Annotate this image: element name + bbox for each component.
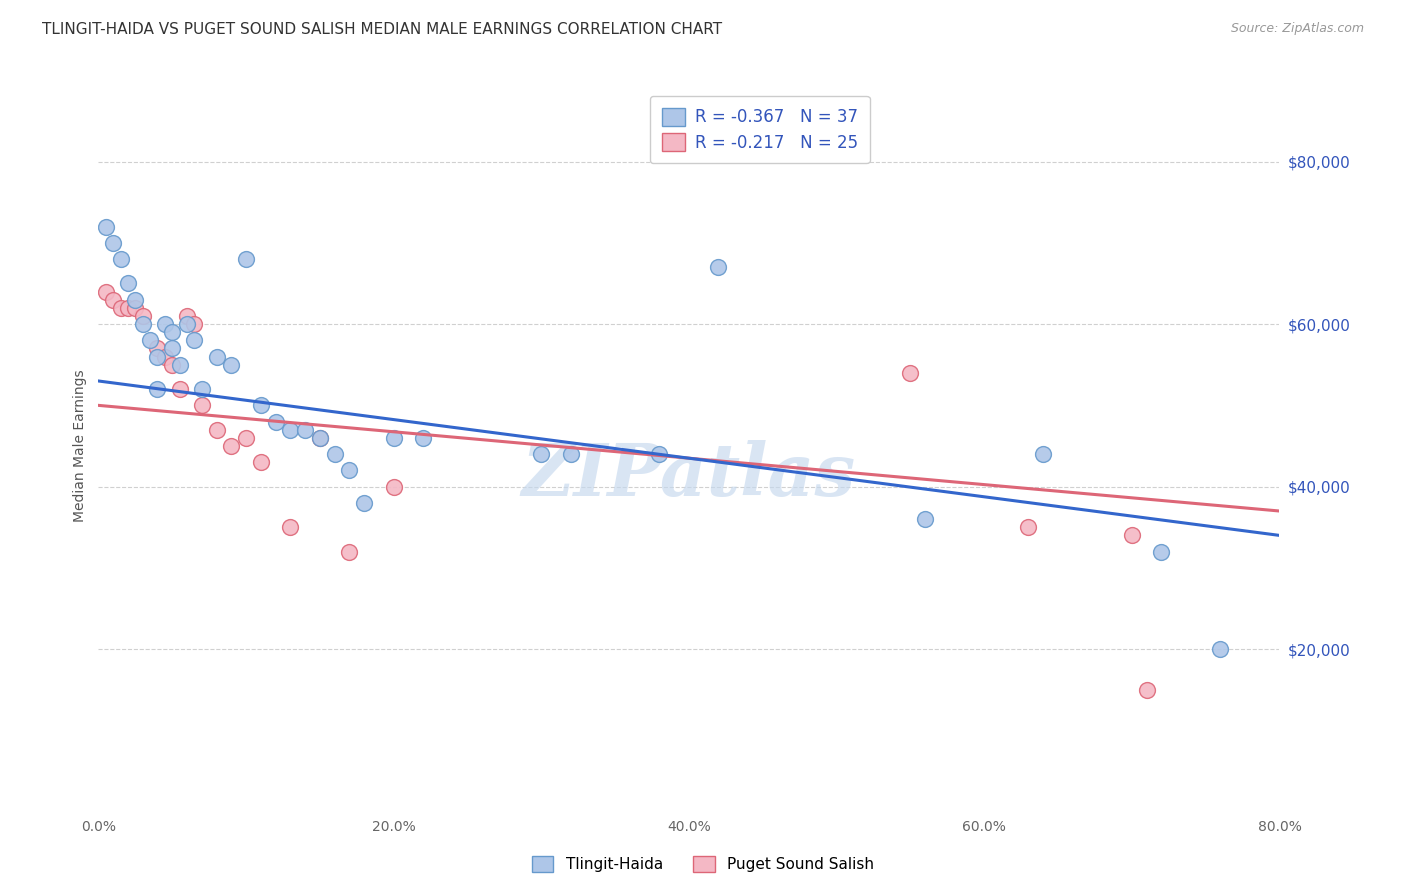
Point bbox=[294, 423, 316, 437]
Point bbox=[250, 455, 273, 469]
Point bbox=[1135, 682, 1157, 697]
Point bbox=[900, 366, 922, 380]
Point bbox=[914, 512, 936, 526]
Point bbox=[353, 496, 375, 510]
Point bbox=[169, 358, 191, 372]
Point bbox=[124, 301, 146, 315]
Point bbox=[309, 431, 332, 445]
Point bbox=[139, 334, 162, 348]
Point bbox=[191, 398, 214, 412]
Point bbox=[278, 520, 302, 534]
Point bbox=[1017, 520, 1039, 534]
Point bbox=[1032, 447, 1054, 461]
Point bbox=[110, 301, 132, 315]
Point bbox=[560, 447, 582, 461]
Point bbox=[176, 317, 198, 331]
Point bbox=[219, 439, 242, 453]
Point bbox=[707, 260, 730, 275]
Point bbox=[162, 342, 183, 356]
Point bbox=[117, 301, 139, 315]
Point bbox=[103, 235, 125, 250]
Point bbox=[94, 285, 117, 299]
Point bbox=[146, 342, 169, 356]
Point bbox=[309, 431, 332, 445]
Point bbox=[94, 219, 117, 234]
Point bbox=[339, 463, 360, 477]
Point bbox=[183, 334, 205, 348]
Point bbox=[278, 423, 302, 437]
Point bbox=[1209, 642, 1232, 657]
Point bbox=[176, 309, 198, 323]
Point bbox=[264, 415, 287, 429]
Point bbox=[235, 252, 257, 266]
Point bbox=[191, 382, 214, 396]
Point bbox=[323, 447, 346, 461]
Y-axis label: Median Male Earnings: Median Male Earnings bbox=[73, 369, 87, 523]
Point bbox=[183, 317, 205, 331]
Point bbox=[162, 325, 183, 339]
Legend: Tlingit-Haida, Puget Sound Salish: Tlingit-Haida, Puget Sound Salish bbox=[524, 848, 882, 880]
Point bbox=[132, 317, 155, 331]
Point bbox=[110, 252, 132, 266]
Point bbox=[146, 382, 169, 396]
Text: ZIPatlas: ZIPatlas bbox=[522, 440, 856, 511]
Point bbox=[382, 480, 405, 494]
Point bbox=[146, 350, 169, 364]
Point bbox=[162, 358, 183, 372]
Point bbox=[153, 317, 176, 331]
Point bbox=[205, 350, 228, 364]
Point bbox=[117, 277, 139, 291]
Point bbox=[153, 350, 176, 364]
Point bbox=[1121, 528, 1143, 542]
Point bbox=[132, 309, 155, 323]
Text: TLINGIT-HAIDA VS PUGET SOUND SALISH MEDIAN MALE EARNINGS CORRELATION CHART: TLINGIT-HAIDA VS PUGET SOUND SALISH MEDI… bbox=[42, 22, 723, 37]
Point bbox=[169, 382, 191, 396]
Point bbox=[124, 293, 146, 307]
Legend: R = -0.367   N = 37, R = -0.217   N = 25: R = -0.367 N = 37, R = -0.217 N = 25 bbox=[650, 96, 870, 163]
Point bbox=[250, 398, 273, 412]
Point bbox=[219, 358, 242, 372]
Point bbox=[1150, 544, 1173, 558]
Point bbox=[412, 431, 434, 445]
Point bbox=[339, 544, 360, 558]
Text: Source: ZipAtlas.com: Source: ZipAtlas.com bbox=[1230, 22, 1364, 36]
Point bbox=[205, 423, 228, 437]
Point bbox=[382, 431, 405, 445]
Point bbox=[235, 431, 257, 445]
Point bbox=[530, 447, 553, 461]
Point bbox=[103, 293, 125, 307]
Point bbox=[648, 447, 671, 461]
